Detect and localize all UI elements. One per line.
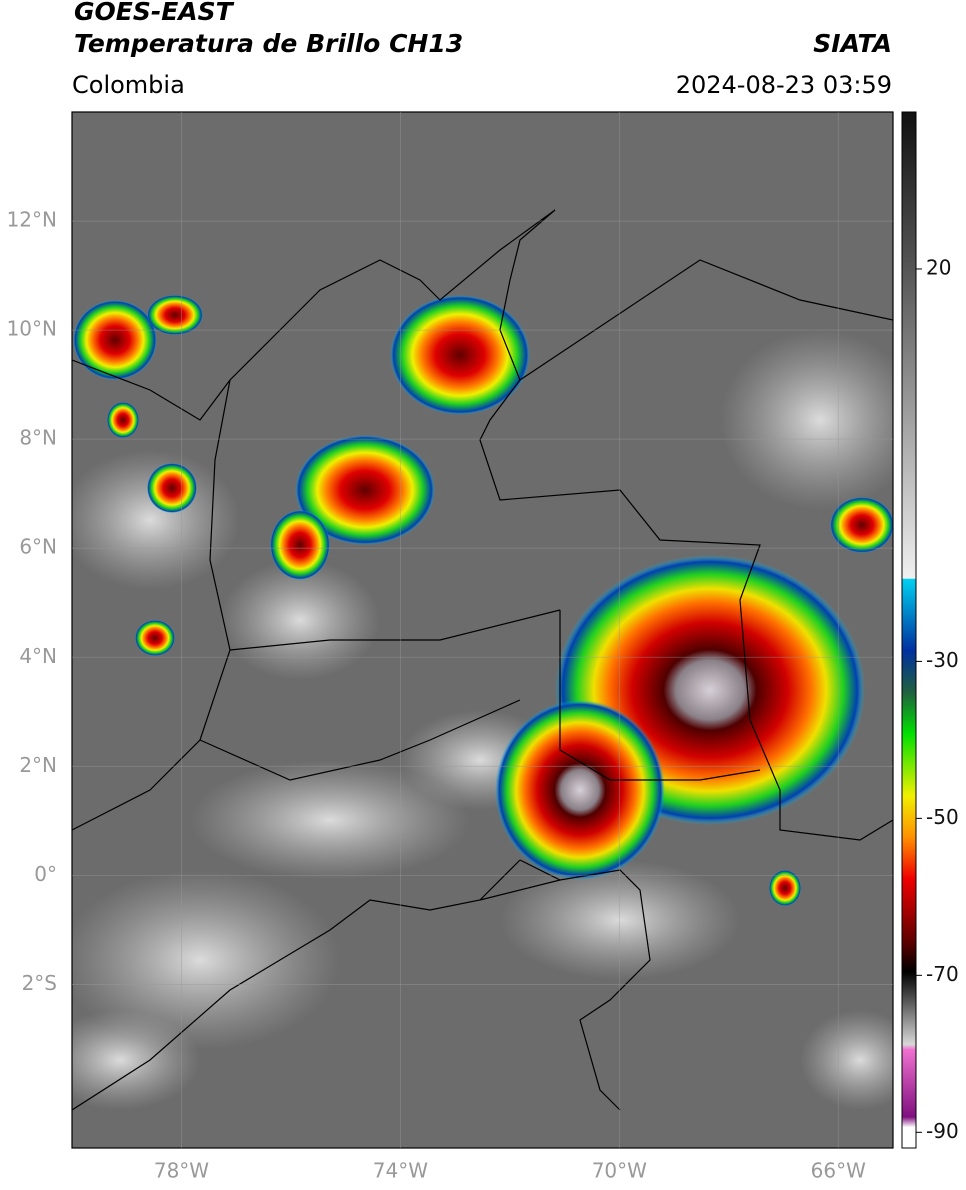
storm bbox=[147, 463, 197, 513]
y-tick-label: 10°N bbox=[7, 317, 57, 341]
x-tick-label: 70°W bbox=[592, 1159, 647, 1183]
x-tick-label: 66°W bbox=[811, 1159, 866, 1183]
y-tick-label: 8°N bbox=[19, 426, 57, 450]
colorbar-tick-label: -70 bbox=[926, 962, 959, 986]
storm bbox=[147, 295, 203, 335]
storm bbox=[830, 497, 893, 553]
storm bbox=[135, 620, 175, 656]
y-tick-label: 0° bbox=[34, 862, 57, 886]
y-tick-label: 2°N bbox=[19, 753, 57, 777]
storm bbox=[769, 870, 801, 906]
y-tick-label: 2°S bbox=[22, 971, 57, 995]
cloud bbox=[72, 870, 340, 1050]
source: SIATA bbox=[813, 29, 892, 58]
title: GOES-EAST bbox=[74, 0, 235, 26]
x-tick-label: 78°W bbox=[154, 1159, 209, 1183]
colorbar bbox=[901, 111, 917, 1149]
cloud bbox=[72, 1010, 200, 1110]
storm bbox=[495, 700, 665, 880]
map-frame bbox=[71, 111, 894, 1149]
y-tick-label: 6°N bbox=[19, 535, 57, 559]
map-image bbox=[72, 112, 893, 1148]
cloud bbox=[800, 1010, 893, 1110]
region: Colombia bbox=[72, 71, 185, 99]
storm bbox=[107, 402, 139, 438]
colorbar-tick-label: -30 bbox=[926, 648, 959, 672]
storm bbox=[270, 510, 330, 580]
storm bbox=[390, 295, 530, 415]
storm bbox=[73, 300, 157, 380]
x-tick-label: 74°W bbox=[373, 1159, 428, 1183]
colorbar-tick-label: 20 bbox=[926, 255, 951, 279]
cloud bbox=[720, 330, 893, 510]
cloud bbox=[220, 560, 380, 680]
subtitle: Temperatura de Brillo CH13 bbox=[74, 29, 463, 58]
cloud bbox=[500, 860, 740, 980]
y-tick-label: 4°N bbox=[19, 644, 57, 668]
y-tick-label: 12°N bbox=[7, 208, 57, 232]
timestamp: 2024-08-23 03:59 bbox=[676, 71, 892, 99]
colorbar-tick-label: -50 bbox=[926, 805, 959, 829]
cloud bbox=[72, 450, 240, 590]
colorbar-tick-label: -90 bbox=[926, 1119, 959, 1143]
